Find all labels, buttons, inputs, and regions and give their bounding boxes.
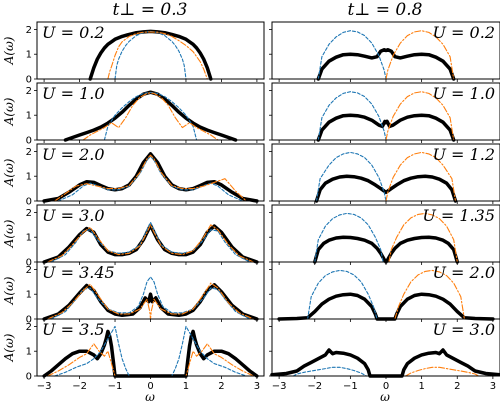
series-line-bold bbox=[316, 48, 456, 81]
series-line-dashed bbox=[103, 91, 198, 141]
series-line-bold bbox=[314, 174, 458, 203]
x-tick-label: 0 bbox=[383, 381, 389, 392]
series-line-bold bbox=[42, 152, 259, 203]
panel-u-label: U = 1.35 bbox=[422, 206, 495, 225]
panel-9: U = 1.35 bbox=[269, 204, 500, 265]
series-line-dashdot bbox=[388, 212, 458, 263]
x-tick-label: 1 bbox=[418, 381, 424, 392]
x-tick-label: 3 bbox=[254, 381, 260, 392]
y-tick-label: 0 bbox=[26, 315, 32, 326]
y-tick-label: 1 bbox=[26, 347, 32, 358]
series-line-dashed bbox=[292, 366, 367, 377]
y-tick-label: 1 bbox=[26, 172, 32, 183]
panel-u-label: U = 2.0 bbox=[42, 145, 105, 164]
x-axis-label-left: ω bbox=[145, 390, 155, 403]
panel-u-label: U = 0.2 bbox=[42, 23, 105, 42]
series-line-dashdot bbox=[405, 366, 480, 377]
x-tick-label: −2 bbox=[307, 381, 322, 392]
series-line-dashed bbox=[50, 221, 251, 263]
series-line-dashed bbox=[317, 30, 387, 80]
series-line-dashed bbox=[307, 269, 378, 320]
y-tick-label: 2 bbox=[26, 208, 32, 219]
y-tick-label: 0 bbox=[26, 258, 32, 269]
panel-1: 0 1 2 A(ω) U = 1.0 bbox=[2, 82, 265, 147]
panel-7: U = 1.0 bbox=[269, 82, 500, 143]
y-tick-label: 0 bbox=[26, 372, 32, 383]
y-axis-label: A(ω) bbox=[2, 36, 16, 65]
series-line-dashed bbox=[315, 151, 387, 202]
y-tick-label: 2 bbox=[26, 147, 32, 158]
y-tick-label: 0 bbox=[26, 136, 32, 147]
series-line-dashed bbox=[50, 276, 251, 320]
x-tick-label: −3 bbox=[37, 381, 52, 392]
panel-11: −3 −2 −1 0 1 2 3 U = 3.0 bbox=[269, 318, 500, 392]
series-line-bold bbox=[42, 223, 259, 264]
panel-5: −3 −2 −1 0 1 2 3 0 1 2 A(ω) U = 3.5 bbox=[2, 318, 265, 392]
x-tick-label: −1 bbox=[343, 381, 358, 392]
panel-4: 0 1 2 A(ω) U = 3.45 bbox=[2, 261, 265, 326]
panel-3: 0 1 2 A(ω) U = 3.0 bbox=[2, 204, 265, 269]
panel-10: U = 2.0 bbox=[269, 261, 500, 322]
panel-6: U = 0.2 bbox=[269, 21, 500, 82]
y-tick-label: 0 bbox=[26, 197, 32, 208]
series-line-dashed bbox=[314, 212, 384, 263]
panel-u-label: U = 3.45 bbox=[42, 263, 115, 282]
panel-u-label: U = 0.2 bbox=[432, 23, 495, 42]
x-tick-label: −3 bbox=[272, 381, 287, 392]
y-axis-label: A(ω) bbox=[2, 158, 16, 187]
y-axis-label: A(ω) bbox=[2, 276, 16, 305]
panel-0: 0 1 2 A(ω) U = 0.2 bbox=[2, 21, 265, 86]
series-line-dashdot bbox=[385, 30, 455, 80]
x-axis-label-right: ω bbox=[380, 390, 390, 403]
x-tick-label: 2 bbox=[454, 381, 460, 392]
y-tick-label: 2 bbox=[26, 322, 32, 333]
y-axis-label: A(ω) bbox=[2, 97, 16, 126]
panel-u-label: U = 3.0 bbox=[432, 320, 495, 339]
x-tick-label: 0 bbox=[147, 381, 153, 392]
panel-2: 0 1 2 A(ω) U = 2.0 bbox=[2, 143, 265, 208]
series-line-dashdot bbox=[385, 91, 455, 141]
x-tick-label: −1 bbox=[108, 381, 123, 392]
x-tick-label: 2 bbox=[218, 381, 224, 392]
y-tick-label: 2 bbox=[26, 86, 32, 97]
panel-u-label: U = 3.0 bbox=[42, 206, 105, 225]
series-line-dashdot bbox=[54, 154, 247, 202]
x-tick-label: 3 bbox=[490, 381, 496, 392]
y-tick-label: 0 bbox=[26, 75, 32, 86]
y-tick-label: 2 bbox=[26, 265, 32, 276]
y-tick-label: 1 bbox=[26, 50, 32, 61]
series-line-dashed bbox=[317, 91, 387, 141]
x-tick-label: 1 bbox=[183, 381, 189, 392]
series-line-dashdot bbox=[47, 224, 254, 263]
series-line-bold bbox=[316, 113, 456, 142]
panel-u-label: U = 1.2 bbox=[432, 145, 495, 164]
panel-u-label: U = 1.0 bbox=[432, 84, 495, 103]
series-line-dashdot bbox=[385, 151, 457, 202]
y-tick-label: 1 bbox=[26, 233, 32, 244]
series-line-dashdot bbox=[47, 343, 254, 377]
series-line-dashdot bbox=[107, 31, 208, 80]
panel-8: U = 1.2 bbox=[269, 143, 500, 204]
series-line-dashdot bbox=[394, 269, 465, 320]
series-line-bold bbox=[313, 235, 460, 264]
panel-u-label: U = 1.0 bbox=[42, 84, 105, 103]
y-axis-label: A(ω) bbox=[2, 333, 16, 362]
y-axis-label: A(ω) bbox=[2, 219, 16, 248]
column-title-right: t⊥ = 0.8 bbox=[348, 0, 423, 20]
panel-u-label: U = 2.0 bbox=[432, 263, 495, 282]
series-line-bold bbox=[88, 29, 213, 81]
column-title-left: t⊥ = 0.3 bbox=[113, 0, 188, 20]
panels: 0 1 2 A(ω) U = 0.2 0 1 2 A(ω) U = 1.0 0 1 2 A(ω) U = 2… bbox=[2, 21, 500, 392]
panel-u-label: U = 3.5 bbox=[42, 320, 105, 339]
y-tick-label: 2 bbox=[26, 25, 32, 36]
series-line-dashdot bbox=[82, 92, 219, 141]
x-tick-label: −2 bbox=[72, 381, 87, 392]
y-tick-label: 1 bbox=[26, 111, 32, 122]
y-tick-label: 1 bbox=[26, 290, 32, 301]
